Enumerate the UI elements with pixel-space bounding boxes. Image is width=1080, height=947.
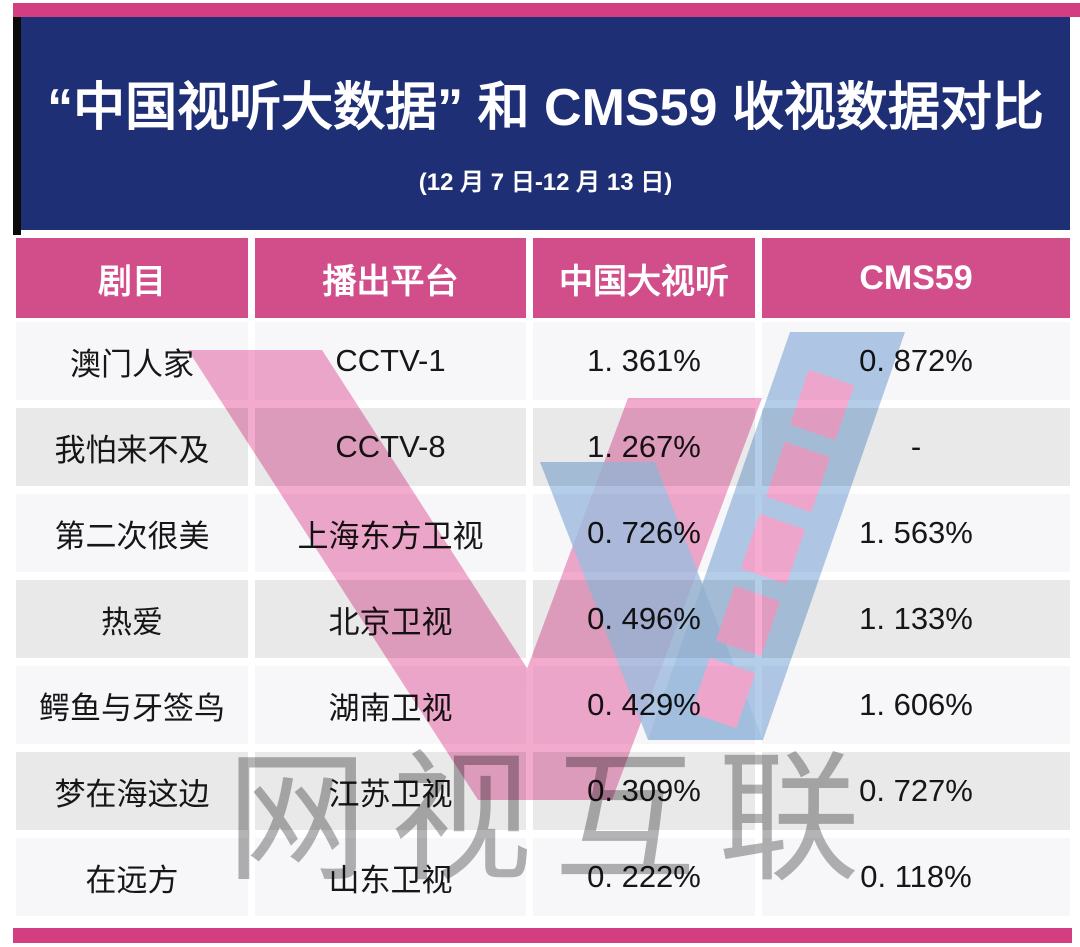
- table-row: 在远方 山东卫视 0. 222% 0. 118%: [16, 838, 1070, 916]
- col-header-bigdata: 中国大视听: [533, 238, 755, 318]
- cell-cms59: 0. 872%: [762, 322, 1070, 400]
- cell-cms59: 1. 563%: [762, 494, 1070, 572]
- col-header-cms59: CMS59: [762, 238, 1070, 318]
- banner: “中国视听大数据” 和 CMS59 收视数据对比 (12 月 7 日-12 月 …: [21, 17, 1070, 230]
- col-header-platform: 播出平台: [255, 238, 526, 318]
- cell-show: 我怕来不及: [16, 408, 248, 486]
- cell-cms59: 1. 606%: [762, 666, 1070, 744]
- col-header-show: 剧目: [16, 238, 248, 318]
- page-title: “中国视听大数据” 和 CMS59 收视数据对比: [47, 79, 1044, 137]
- cell-bigdata: 0. 222%: [533, 838, 755, 916]
- cell-platform: 湖南卫视: [255, 666, 526, 744]
- cell-show: 热爱: [16, 580, 248, 658]
- cell-platform: 山东卫视: [255, 838, 526, 916]
- cell-bigdata: 0. 726%: [533, 494, 755, 572]
- table-body: 澳门人家 CCTV-1 1. 361% 0. 872% 我怕来不及 CCTV-8…: [16, 322, 1070, 924]
- cell-platform: 上海东方卫视: [255, 494, 526, 572]
- cell-cms59: 1. 133%: [762, 580, 1070, 658]
- table-row: 热爱 北京卫视 0. 496% 1. 133%: [16, 580, 1070, 658]
- table-row: 梦在海这边 江苏卫视 0. 309% 0. 727%: [16, 752, 1070, 830]
- top-accent-bar: [13, 3, 1080, 17]
- cell-platform: CCTV-8: [255, 408, 526, 486]
- page-subtitle: (12 月 7 日-12 月 13 日): [418, 169, 673, 196]
- banner-left-black-bar: [13, 17, 21, 235]
- cell-platform: 江苏卫视: [255, 752, 526, 830]
- cell-show: 澳门人家: [16, 322, 248, 400]
- table-row: 鳄鱼与牙签鸟 湖南卫视 0. 429% 1. 606%: [16, 666, 1070, 744]
- cell-bigdata: 0. 496%: [533, 580, 755, 658]
- cell-cms59: -: [762, 408, 1070, 486]
- cell-show: 鳄鱼与牙签鸟: [16, 666, 248, 744]
- table-header-row: 剧目 播出平台 中国大视听 CMS59: [16, 238, 1070, 318]
- table-row: 我怕来不及 CCTV-8 1. 267% -: [16, 408, 1070, 486]
- cell-bigdata: 0. 429%: [533, 666, 755, 744]
- cell-bigdata: 1. 361%: [533, 322, 755, 400]
- cell-cms59: 0. 118%: [762, 838, 1070, 916]
- cell-show: 在远方: [16, 838, 248, 916]
- cell-bigdata: 1. 267%: [533, 408, 755, 486]
- bottom-accent-bar: [13, 928, 1072, 943]
- cell-bigdata: 0. 309%: [533, 752, 755, 830]
- cell-platform: CCTV-1: [255, 322, 526, 400]
- cell-platform: 北京卫视: [255, 580, 526, 658]
- cell-show: 第二次很美: [16, 494, 248, 572]
- table-row: 澳门人家 CCTV-1 1. 361% 0. 872%: [16, 322, 1070, 400]
- cell-cms59: 0. 727%: [762, 752, 1070, 830]
- table-row: 第二次很美 上海东方卫视 0. 726% 1. 563%: [16, 494, 1070, 572]
- cell-show: 梦在海这边: [16, 752, 248, 830]
